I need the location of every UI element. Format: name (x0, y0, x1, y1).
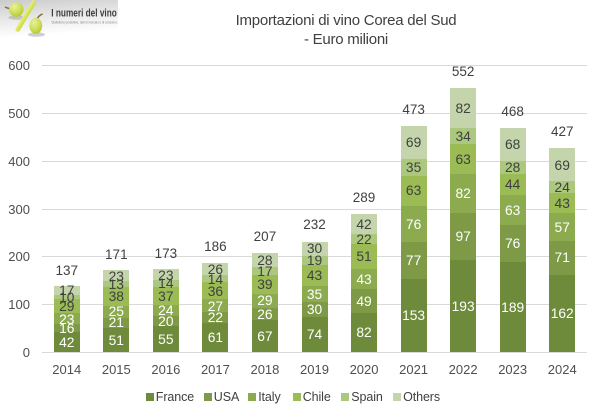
svg-text:Statistiche produttive, dati d: Statistiche produttive, dati di mercato … (52, 20, 118, 24)
svg-text:I numeri del vino: I numeri del vino (51, 7, 117, 19)
